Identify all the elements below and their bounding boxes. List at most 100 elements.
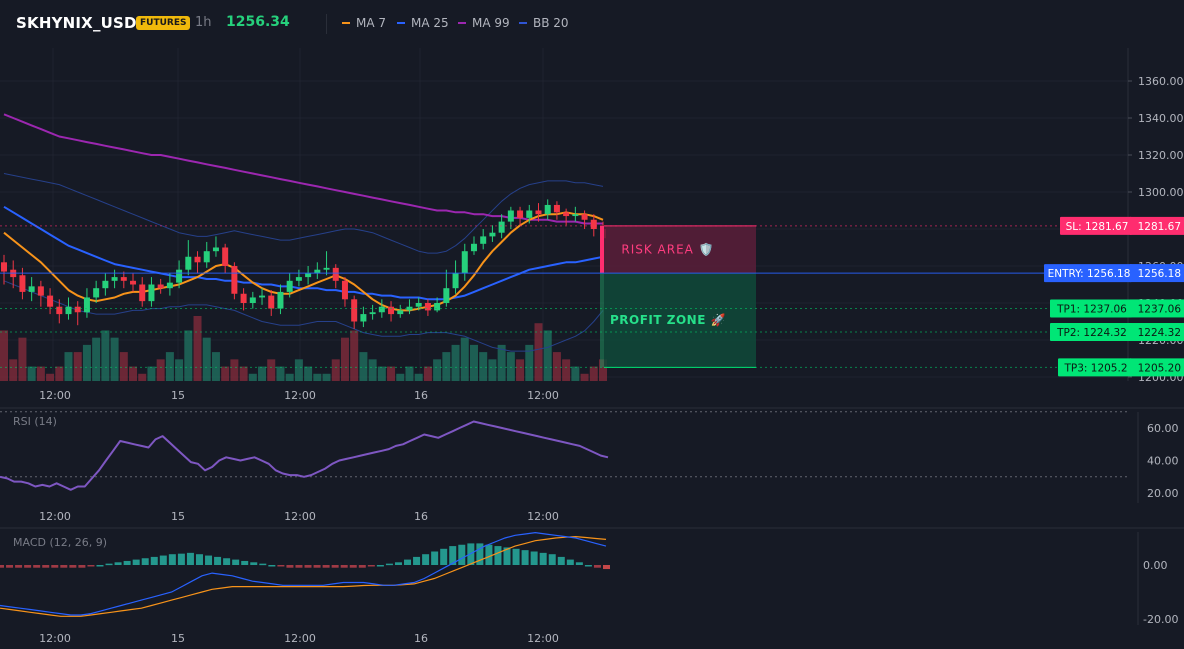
candle-body bbox=[111, 277, 118, 281]
ma99-line bbox=[3, 113, 603, 225]
rsi-title: RSI (14) bbox=[13, 415, 57, 428]
candle-body bbox=[424, 303, 431, 311]
candle bbox=[415, 297, 422, 311]
volume-bar bbox=[129, 366, 138, 381]
timeframe-selector[interactable]: 1h bbox=[195, 15, 212, 30]
volume-bar bbox=[304, 366, 313, 381]
volume-bar bbox=[506, 352, 515, 381]
volume-bar bbox=[589, 366, 598, 381]
legend-ma99[interactable]: MA 99 bbox=[458, 16, 510, 30]
level-tag-bg-tp1 bbox=[1050, 299, 1132, 318]
legend-bb20-label: BB 20 bbox=[533, 16, 569, 30]
candle-body bbox=[93, 288, 100, 298]
candle bbox=[360, 306, 367, 328]
macd-histogram-bar bbox=[195, 554, 203, 565]
legend-ma7[interactable]: MA 7 bbox=[342, 16, 386, 30]
candle bbox=[83, 288, 90, 318]
macd-histogram-bar bbox=[141, 558, 149, 565]
candle bbox=[406, 299, 413, 315]
candle bbox=[480, 229, 487, 250]
candle-body bbox=[526, 210, 533, 218]
macd-histogram-bar bbox=[268, 565, 276, 567]
volume-bar bbox=[451, 344, 460, 381]
macd-histogram-bar bbox=[304, 565, 312, 568]
macd-signal-line bbox=[0, 535, 607, 617]
macd-histogram-bar bbox=[603, 565, 610, 570]
candle-body bbox=[443, 288, 450, 303]
header-divider bbox=[326, 14, 327, 34]
macd-histogram-bar bbox=[223, 558, 231, 565]
macd-histogram-bar bbox=[60, 565, 68, 568]
candle bbox=[572, 206, 579, 222]
macd-histogram-bar bbox=[422, 554, 430, 565]
candle-body bbox=[259, 295, 266, 298]
candle-body bbox=[240, 293, 247, 303]
macd-histogram-bar bbox=[24, 565, 32, 568]
candle-body bbox=[507, 210, 514, 222]
candle-body bbox=[47, 295, 54, 307]
candle bbox=[231, 262, 238, 300]
macd-histogram-bar bbox=[295, 565, 303, 568]
candle bbox=[314, 262, 321, 279]
candle-body bbox=[461, 251, 468, 274]
symbol-title[interactable]: SKHYNIX_USDT bbox=[16, 14, 148, 32]
candle-body bbox=[581, 214, 588, 220]
candle bbox=[37, 280, 44, 307]
candle bbox=[489, 225, 496, 242]
legend-ma99-label: MA 99 bbox=[472, 16, 510, 30]
macd-time-label: 16 bbox=[414, 632, 428, 645]
legend-ma25-label: MA 25 bbox=[411, 16, 449, 30]
rsi-axis-tick: 60.00 bbox=[1147, 422, 1179, 435]
rsi-time-label: 15 bbox=[171, 510, 185, 523]
legend-ma25[interactable]: MA 25 bbox=[397, 16, 449, 30]
level-tag-tp3: TP3: 1205.2 bbox=[1063, 362, 1127, 374]
candle-body bbox=[130, 280, 137, 285]
candle-body bbox=[415, 303, 422, 307]
candle-body bbox=[498, 221, 505, 233]
candle bbox=[590, 214, 597, 237]
volume-bar bbox=[230, 359, 239, 381]
candle-body bbox=[480, 236, 487, 244]
risk-zone bbox=[604, 225, 756, 274]
level-value-bg-tp2 bbox=[1130, 323, 1184, 342]
level-tags: SL: 1281.67 1281.67 ENTRY: 1256.18 1256.18 T… bbox=[1044, 216, 1184, 377]
volume-bar bbox=[516, 359, 525, 381]
macd-histogram-bar bbox=[322, 565, 330, 568]
volume-bar bbox=[147, 366, 156, 381]
macd-histogram-bar bbox=[0, 565, 4, 568]
volume-bar bbox=[359, 352, 368, 381]
profit-zone-label: PROFIT ZONE 🚀 bbox=[610, 313, 726, 327]
macd-histogram-bar bbox=[548, 554, 556, 565]
macd-histogram-bar bbox=[539, 552, 547, 565]
candle bbox=[470, 236, 477, 255]
rsi-axis-tick: 20.00 bbox=[1147, 487, 1179, 500]
volume-bar bbox=[562, 359, 571, 381]
volume-bar bbox=[73, 352, 82, 381]
candle-body bbox=[388, 306, 395, 315]
macd-histogram-bar bbox=[367, 565, 375, 567]
candle bbox=[212, 236, 219, 257]
macd-histogram-bar bbox=[476, 543, 484, 565]
macd-histogram-bar bbox=[394, 562, 402, 565]
macd-histogram-bar bbox=[485, 544, 493, 565]
macd-histogram-bar bbox=[431, 551, 439, 565]
legend-bb20[interactable]: BB 20 bbox=[519, 16, 569, 30]
macd-histogram-bar bbox=[385, 563, 393, 566]
volume-bar bbox=[387, 366, 396, 381]
candle bbox=[535, 203, 542, 222]
candle bbox=[28, 277, 35, 302]
rsi-time-label: 12:00 bbox=[284, 510, 316, 523]
volume-bar bbox=[27, 366, 36, 381]
volume-bar bbox=[258, 366, 267, 381]
level-value-bg-entry bbox=[1130, 264, 1184, 283]
volume-bar bbox=[313, 373, 322, 381]
ma7-line bbox=[3, 211, 604, 312]
macd-axis-tick: 0.00 bbox=[1143, 559, 1168, 572]
volume-bar bbox=[193, 316, 202, 381]
candle-body bbox=[452, 273, 459, 289]
candle-body bbox=[74, 306, 81, 313]
candle bbox=[222, 243, 229, 274]
volume-bar bbox=[294, 359, 303, 381]
macd-histogram-bar bbox=[87, 565, 95, 567]
